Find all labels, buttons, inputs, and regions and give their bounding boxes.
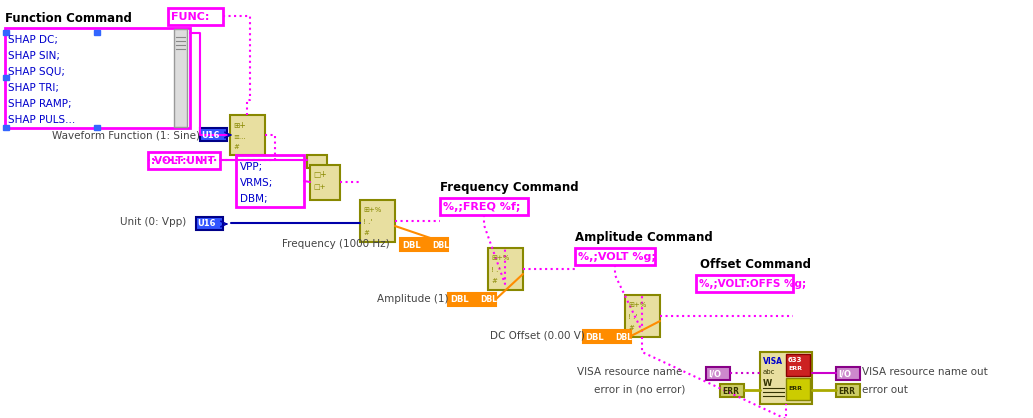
Bar [488,248,523,290]
Text: SHAP SIN;: SHAP SIN; [8,51,60,61]
Text: FUNC:: FUNC: [171,12,210,22]
Text: %,;VOLT:OFFS %g;: %,;VOLT:OFFS %g; [699,279,806,289]
Text: ⊞+%: ⊞+% [491,255,509,261]
Text: DBM;: DBM; [240,194,268,204]
Bar [696,275,793,292]
Text: ⊞+: ⊞+ [233,120,246,130]
Text: #: # [628,325,634,331]
Bar [575,248,655,265]
Bar [613,330,631,343]
Bar [706,367,730,380]
Text: %,;FREQ %f;: %,;FREQ %f; [443,202,521,212]
Text: #: # [491,278,497,284]
Bar [236,155,304,207]
Bar [148,152,220,169]
Text: Function Command: Function Command [5,12,132,25]
Text: ERR: ERR [722,387,739,395]
Text: VISA resource name: VISA resource name [577,367,683,377]
Bar [448,293,476,306]
Text: SHAP PULS...: SHAP PULS... [8,115,75,125]
Text: ! .': ! .' [491,267,500,273]
Bar [786,378,810,400]
Text: U16: U16 [197,219,216,229]
Text: #: # [363,230,369,236]
Text: Unit (0: Vpp): Unit (0: Vpp) [120,217,186,227]
Bar [307,155,327,168]
Text: error in (no error): error in (no error) [594,385,685,395]
Bar [720,384,744,397]
Bar [94,30,100,35]
Text: W: W [763,380,773,388]
Text: abc: abc [763,369,776,375]
Text: ⊞+%: ⊞+% [363,207,381,213]
Bar [5,28,190,128]
Text: VISA resource name out: VISA resource name out [862,367,988,377]
Text: Amplitude (1): Amplitude (1) [377,294,448,304]
Text: I/O: I/O [708,370,721,379]
Bar [440,198,528,215]
Text: SHAP SQU;: SHAP SQU; [8,67,65,77]
Text: ERR: ERR [788,385,802,390]
Text: ! .': ! .' [628,314,637,320]
Text: DBL: DBL [585,332,603,342]
Text: VRMS;: VRMS; [240,178,274,188]
Text: error out: error out [862,385,908,395]
Text: ≡...: ≡... [233,134,246,140]
Bar [310,165,340,200]
Bar [430,238,448,251]
Text: Offset Command: Offset Command [700,258,811,272]
Text: SHAP RAMP;: SHAP RAMP; [8,99,71,109]
Text: #: # [233,144,239,150]
Bar [786,354,810,376]
Bar [3,75,9,80]
Text: DBL: DBL [450,296,469,304]
Text: VISA: VISA [763,357,783,367]
Text: ERR: ERR [838,387,855,395]
Bar [836,367,860,380]
Bar [478,293,496,306]
Text: Amplitude Command: Amplitude Command [575,232,713,245]
Text: 633: 633 [788,357,803,363]
Text: SHAP DC;: SHAP DC; [8,35,58,45]
Bar [836,384,860,397]
Text: U16: U16 [201,130,219,140]
Text: I/O: I/O [838,370,851,379]
Bar [196,217,223,230]
Bar [400,238,428,251]
Text: Frequency Command: Frequency Command [440,181,578,194]
Text: ! .': ! .' [363,219,372,225]
Bar [174,29,187,127]
Text: □+: □+ [313,184,325,190]
Text: VPP;: VPP; [240,162,263,172]
Text: Frequency (1000 Hz): Frequency (1000 Hz) [282,239,389,249]
Bar [3,30,9,35]
Bar [625,295,660,337]
Text: DBL: DBL [615,332,632,342]
Text: %,;VOLT %g;: %,;VOLT %g; [578,252,656,262]
Text: ERR: ERR [788,367,802,372]
Bar [94,125,100,130]
Text: SHAP TRI;: SHAP TRI; [8,83,59,93]
Bar [583,330,611,343]
Text: DBL: DBL [480,296,497,304]
Bar [230,115,265,155]
Text: :VOLT:UNIT: :VOLT:UNIT [151,156,216,166]
Text: □+: □+ [313,171,326,179]
Bar [760,352,812,404]
Text: ⊞+%: ⊞+% [628,302,647,308]
Text: Waveform Function (1: Sine): Waveform Function (1: Sine) [52,130,200,140]
Bar [200,128,227,141]
Text: DBL: DBL [402,240,420,250]
Text: DBL: DBL [432,240,449,250]
Bar [359,200,395,242]
Bar [3,125,9,130]
Text: DC Offset (0.00 V): DC Offset (0.00 V) [490,331,585,341]
Bar [168,8,223,25]
